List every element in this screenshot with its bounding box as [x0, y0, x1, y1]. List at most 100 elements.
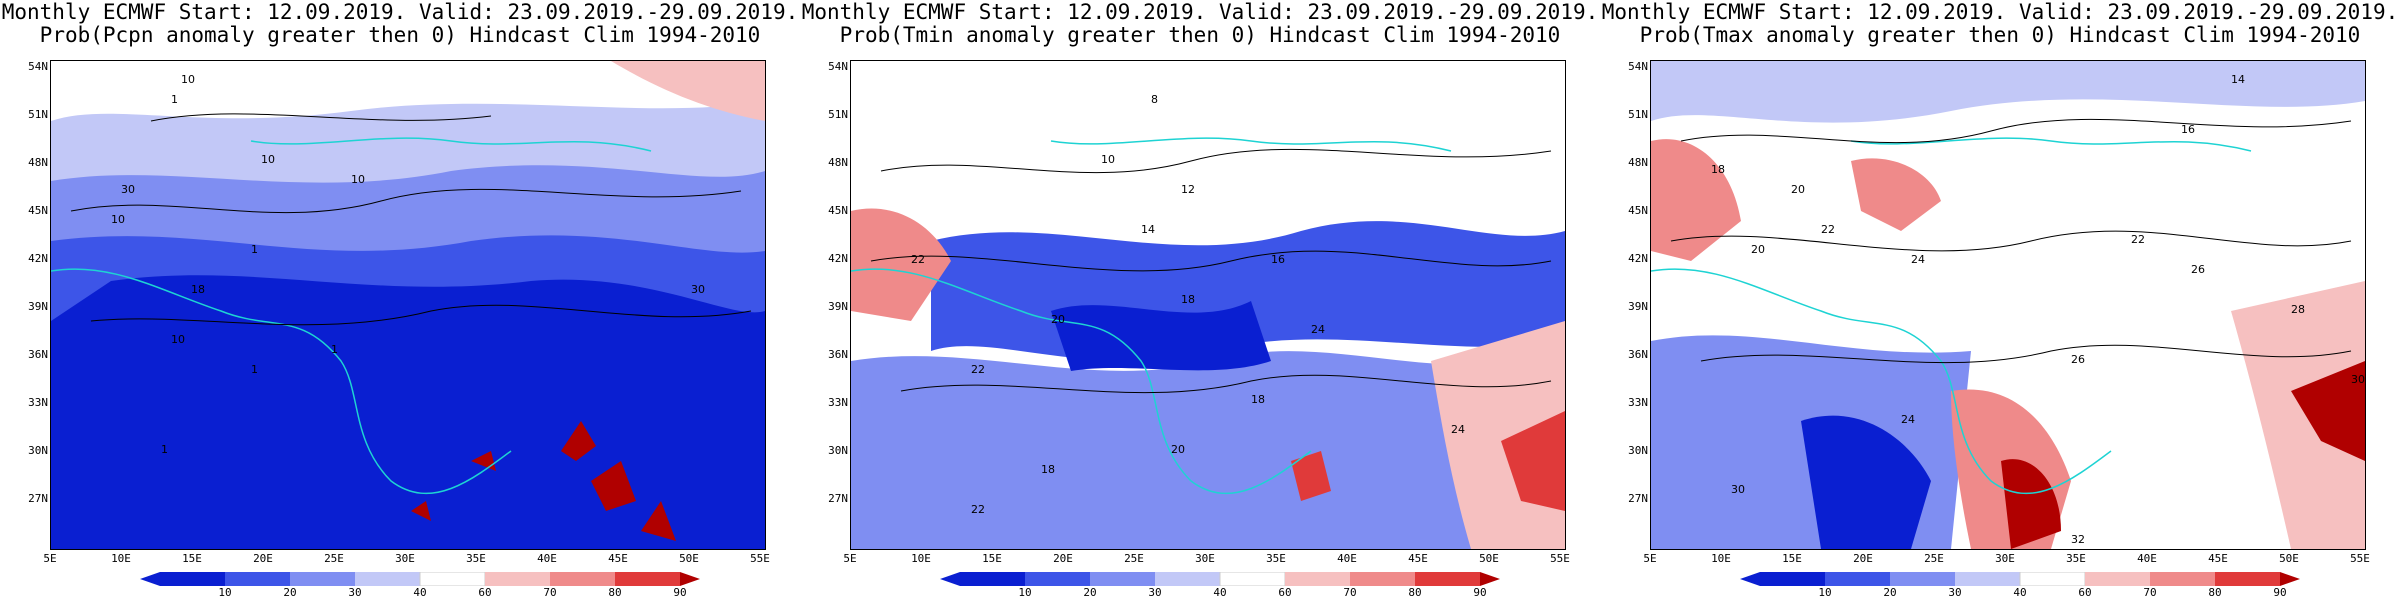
contour-label: 30 — [691, 283, 705, 296]
contour-label: 24 — [1311, 323, 1325, 336]
xtick: 25E — [324, 552, 344, 565]
field-deep-red — [1291, 411, 1565, 511]
colorbar-tick: 90 — [2273, 586, 2287, 599]
contour-label: 16 — [1271, 253, 1285, 266]
ytick: 42N — [828, 252, 848, 265]
contour-label: 18 — [1181, 293, 1195, 306]
colorbar-tick: 80 — [608, 586, 622, 599]
contour-label: 30 — [1731, 483, 1745, 496]
ytick: 30N — [828, 444, 848, 457]
contour-label: 24 — [1901, 413, 1915, 426]
contour-label: 10 — [1101, 153, 1115, 166]
contour-label: 20 — [1171, 443, 1185, 456]
ytick: 54N — [828, 60, 848, 73]
map-panel-pcpn: Monthly ECMWF Start: 12.09.2019. Valid: … — [0, 0, 800, 600]
panel-title: Monthly ECMWF Start: 12.09.2019. Valid: … — [801, 0, 1599, 24]
xtick: 35E — [1266, 552, 1286, 565]
colorbar-tick: 30 — [348, 586, 362, 599]
xtick: 35E — [2066, 552, 2086, 565]
colorbar-tick: 20 — [1883, 586, 1897, 599]
ytick: 54N — [28, 60, 48, 73]
field-red — [851, 208, 951, 321]
panel-title: Monthly ECMWF Start: 12.09.2019. Valid: … — [1601, 0, 2399, 24]
contour-label: 18 — [1711, 163, 1725, 176]
xtick: 20E — [1853, 552, 1873, 565]
xtick: 30E — [1995, 552, 2015, 565]
contour-label: 22 — [971, 503, 985, 516]
ytick: 33N — [28, 396, 48, 409]
xtick: 5E — [43, 552, 57, 565]
contour-label: 10 — [351, 173, 365, 186]
xtick: 20E — [253, 552, 273, 565]
map-panel-tmin: Monthly ECMWF Start: 12.09.2019. Valid: … — [800, 0, 1600, 600]
panel-subtitle: Prob(Pcpn anomaly greater then 0) Hindca… — [39, 23, 761, 47]
contour-label: 10 — [111, 213, 125, 226]
ytick: 27N — [28, 492, 48, 505]
field-light-red — [611, 61, 765, 121]
colorbar-tick: 30 — [1148, 586, 1162, 599]
map-plot[interactable]: 14 16 18 20 22 24 26 28 30 32 24 26 22 20 30 — [1650, 60, 2366, 550]
contour-label: 16 — [2181, 123, 2195, 136]
xtick: 55E — [2350, 552, 2370, 565]
ytick: 45N — [28, 204, 48, 217]
ytick: 36N — [1628, 348, 1648, 361]
ytick: 51N — [28, 108, 48, 121]
ytick: 54N — [1628, 60, 1648, 73]
contour-label: 26 — [2071, 353, 2085, 366]
map-plot[interactable]: 8 10 12 14 16 18 20 22 24 22 18 20 18 22 24 — [850, 60, 1566, 550]
field-deep-blue — [51, 275, 765, 549]
contour-label: 12 — [1181, 183, 1195, 196]
xtick: 45E — [608, 552, 628, 565]
colorbar-tick: 60 — [1278, 586, 1292, 599]
xtick: 30E — [1195, 552, 1215, 565]
xtick: 15E — [982, 552, 1002, 565]
xtick: 50E — [679, 552, 699, 565]
colorbar-tick: 70 — [2143, 586, 2157, 599]
contours — [870, 148, 1552, 394]
contour-label: 1 — [331, 343, 338, 356]
map-plot[interactable]: 10 1 10 30 10 10 1 18 10 1 1 1 30 — [50, 60, 766, 550]
panel-subtitle: Prob(Tmin anomaly greater then 0) Hindca… — [839, 23, 1561, 47]
colorbar-tick: 20 — [283, 586, 297, 599]
colorbar-tick: 90 — [1473, 586, 1487, 599]
colorbar — [140, 572, 700, 586]
xtick: 20E — [1053, 552, 1073, 565]
ytick: 36N — [28, 348, 48, 361]
colorbar-tick: 10 — [218, 586, 232, 599]
colorbar-tick: 40 — [1213, 586, 1227, 599]
colorbar-tick: 10 — [1818, 586, 1832, 599]
ytick: 39N — [28, 300, 48, 313]
colorbar-tick: 10 — [1018, 586, 1032, 599]
ytick: 45N — [828, 204, 848, 217]
contour-label: 10 — [261, 153, 275, 166]
colorbar-tick: 70 — [1343, 586, 1357, 599]
contour-label: 24 — [1911, 253, 1925, 266]
colorbar-tick: 80 — [2208, 586, 2222, 599]
xtick: 30E — [395, 552, 415, 565]
contour-label: 10 — [171, 333, 185, 346]
contour-label: 1 — [171, 93, 178, 106]
xtick: 10E — [111, 552, 131, 565]
xtick: 55E — [1550, 552, 1570, 565]
contour-label: 10 — [181, 73, 195, 86]
colorbar-tick: 80 — [1408, 586, 1422, 599]
panel-subtitle: Prob(Tmax anomaly greater then 0) Hindca… — [1639, 23, 2361, 47]
colorbar-tick: 60 — [2078, 586, 2092, 599]
xtick: 10E — [911, 552, 931, 565]
contour-label: 26 — [2191, 263, 2205, 276]
coastlines — [851, 137, 1452, 495]
xtick: 15E — [182, 552, 202, 565]
field-light-red — [2231, 281, 2365, 549]
contour-label: 32 — [2071, 533, 2085, 546]
contour-label: 22 — [2131, 233, 2145, 246]
field-deep-blue — [1801, 415, 1931, 549]
map-panel-tmax: Monthly ECMWF Start: 12.09.2019. Valid: … — [1600, 0, 2400, 600]
ytick: 30N — [28, 444, 48, 457]
contours — [1670, 118, 2352, 364]
ytick: 39N — [828, 300, 848, 313]
contour-label: 30 — [2351, 373, 2365, 386]
coastlines — [51, 137, 652, 495]
coastlines — [1651, 137, 2252, 495]
contour-label: 18 — [1251, 393, 1265, 406]
